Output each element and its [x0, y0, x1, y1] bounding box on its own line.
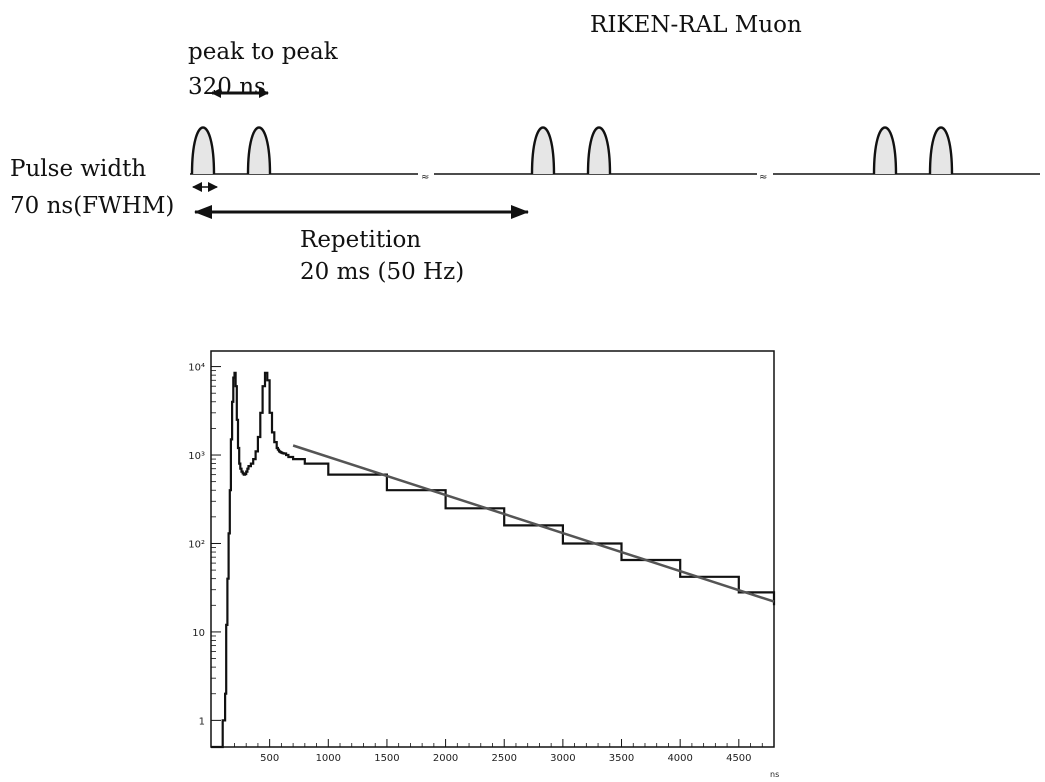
x-axis-label: ns [770, 770, 779, 779]
peak-to-peak-label: peak to peak [188, 39, 339, 65]
peak-spacing-value: 320 ns [188, 74, 266, 100]
pulse-fill-5 [874, 127, 896, 174]
time-spectrum-chart: 500 1000 1500 2000 2500 3000 3500 4000 4500 1101… [188, 350, 779, 779]
pulse-5 [872, 126, 898, 175]
pulse-4 [586, 126, 612, 175]
repetition-label: Repetition [300, 227, 421, 253]
pulse-fill-4 [588, 127, 610, 174]
series-fit-line [292, 444, 775, 603]
y-tick-label: 10 [192, 628, 205, 639]
y-tick-label: 10³ [188, 451, 205, 462]
series-histogram [211, 371, 776, 749]
pulse-diagram: RIKEN-RAL Muon peak to peak 320 ns Pulse… [10, 12, 1040, 285]
pulse-6 [928, 126, 954, 175]
x-tick-label: 500 [260, 753, 279, 764]
pulse-shapes [190, 126, 954, 175]
x-tick-label: 4000 [667, 753, 692, 764]
facility-label: RIKEN-RAL Muon [590, 12, 802, 38]
pulse-width-label: Pulse width [10, 156, 146, 182]
y-tick-label: 10⁴ [188, 363, 205, 374]
x-tick-label: 4500 [726, 753, 751, 764]
pulse-width-value: 70 ns(FWHM) [10, 193, 174, 219]
x-tick-label: 2500 [492, 753, 517, 764]
y-axis: 1 10 10² 10³ 10⁴ [188, 363, 221, 727]
break-symbol-1: ≈ [421, 172, 429, 183]
x-axis: 500 1000 1500 2000 2500 3000 3500 4000 4500 [222, 739, 763, 764]
pulse-2 [246, 126, 272, 175]
pulse-fill-6 [930, 127, 952, 174]
plot-frame [210, 350, 775, 748]
series-layer [211, 371, 776, 749]
break-symbol-2: ≈ [759, 172, 767, 183]
x-tick-label: 2000 [433, 753, 458, 764]
repetition-value: 20 ms (50 Hz) [300, 259, 464, 285]
pulse-fill-3 [532, 127, 554, 174]
pulse-fill-1 [192, 127, 214, 174]
pulse-1 [190, 126, 216, 175]
x-tick-label: 1000 [316, 753, 341, 764]
y-tick-label: 10² [188, 539, 205, 550]
x-tick-label: 3000 [550, 753, 575, 764]
pulse-fill-2 [248, 127, 270, 174]
x-tick-label: 1500 [374, 753, 399, 764]
pulse-3 [530, 126, 556, 175]
y-tick-label: 1 [199, 716, 205, 727]
x-tick-label: 3500 [609, 753, 634, 764]
